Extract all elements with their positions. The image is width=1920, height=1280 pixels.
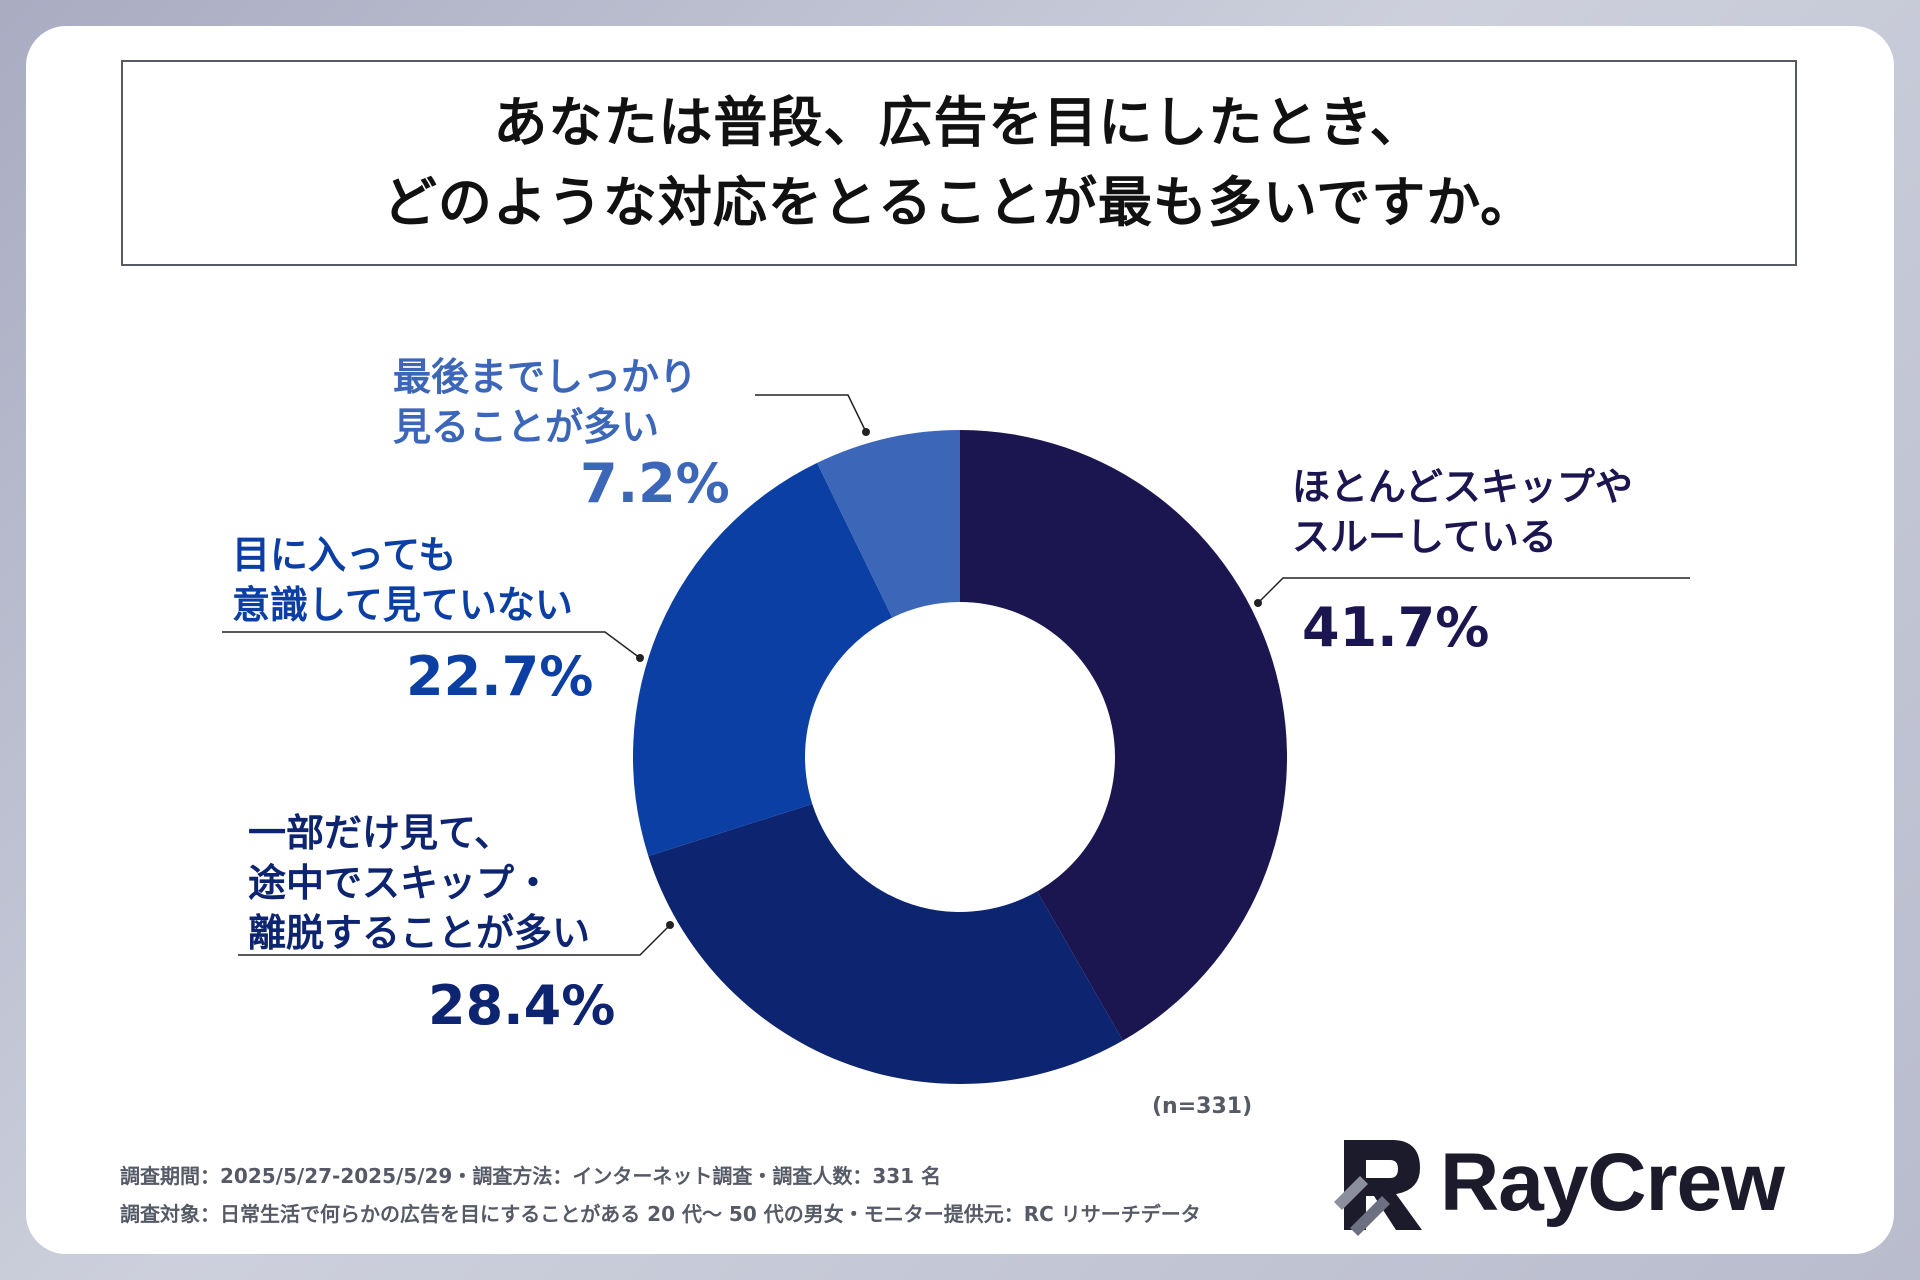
pct-full: 7.2%	[580, 452, 730, 515]
footer-survey-target: 調査対象：日常生活で何らかの広告を目にすることがある 20 代～ 50 代の男女…	[120, 1202, 1201, 1226]
pct-ignore: 22.7%	[406, 645, 594, 708]
leader-lines	[222, 394, 1690, 956]
title-line-2: どのような対応をとることが最も多いですか。	[382, 171, 1536, 234]
label-full-line1: 最後までしっかり	[393, 355, 698, 399]
label-ignore-line1: 目に入っても	[232, 533, 457, 577]
leader-dot-ignore	[636, 654, 644, 662]
raycrew-logo-text: RayCrew	[1440, 1137, 1785, 1228]
pct-skip-through: 41.7%	[1302, 596, 1490, 659]
raycrew-logo-mark-icon	[1334, 1140, 1422, 1236]
leader-line-ignore	[222, 631, 641, 659]
sample-size-note: (n=331)	[1152, 1094, 1253, 1119]
slice-skip-through	[960, 430, 1287, 1041]
title-box: あなたは普段、広告を目にしたとき、 どのような対応をとることが最も多いですか。	[121, 60, 1797, 266]
label-partial-line1: 一部だけ見て、	[248, 811, 513, 855]
label-ignore-line2: 意識して見ていない	[232, 583, 573, 627]
leader-line-skip-through	[1257, 577, 1690, 604]
leader-dot-full	[862, 428, 870, 436]
slice-partial	[648, 803, 1123, 1084]
label-full-line2: 見ることが多い	[393, 405, 660, 449]
slice-full	[817, 430, 960, 618]
label-skip-through-line1: ほとんどスキップや	[1292, 465, 1633, 509]
donut-slices	[632, 430, 1287, 1084]
slice-ignore	[632, 462, 893, 857]
pct-partial: 28.4%	[428, 974, 616, 1037]
label-skip-through-line2: スルーしている	[1292, 515, 1557, 559]
label-ignore: 目に入っても 意識して見ていない	[232, 530, 573, 630]
raycrew-logo: RayCrew	[1330, 1130, 1800, 1240]
title-line-1: あなたは普段、広告を目にしたとき、	[493, 91, 1425, 154]
label-partial-line3: 離脱することが多い	[248, 911, 591, 955]
leader-line-partial	[238, 924, 671, 956]
footer-survey-period: 調査期間：2025/5/27-2025/5/29・調査方法：インターネット調査・…	[120, 1164, 942, 1188]
leader-dot-skip-through	[1254, 599, 1262, 607]
leader-dot-partial	[666, 921, 674, 929]
label-partial: 一部だけ見て、 途中でスキップ・ 離脱することが多い	[248, 808, 590, 958]
label-full: 最後までしっかり 見ることが多い	[393, 352, 697, 452]
label-partial-line2: 途中でスキップ・	[248, 861, 553, 905]
label-skip-through: ほとんどスキップや スルーしている	[1292, 462, 1633, 562]
leader-line-full	[755, 394, 867, 433]
